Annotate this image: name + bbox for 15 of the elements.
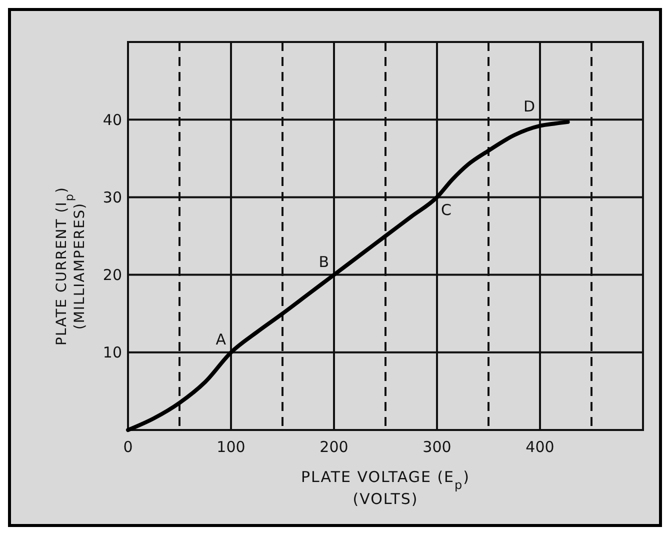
annotation: A (216, 330, 227, 348)
y-tick-label: 40 (102, 110, 122, 129)
x-tick-label: 300 (422, 438, 452, 456)
y-tick-label: 30 (102, 188, 122, 206)
x-tick-label: 100 (216, 438, 246, 456)
annotation: B (318, 252, 329, 271)
annotation: D (523, 98, 535, 116)
y-tick-label: 20 (102, 266, 122, 284)
text: PLATE VOLTAGE (E$_{p}$) (VOLTS) (300, 468, 470, 508)
annotation: C (441, 201, 452, 220)
x-tick-label: 400 (526, 438, 554, 456)
x-tick-label: 0 (123, 438, 133, 456)
y-tick-label: 10 (102, 344, 122, 362)
line-series (126, 120, 570, 432)
x-tick-label: 200 (320, 438, 348, 456)
